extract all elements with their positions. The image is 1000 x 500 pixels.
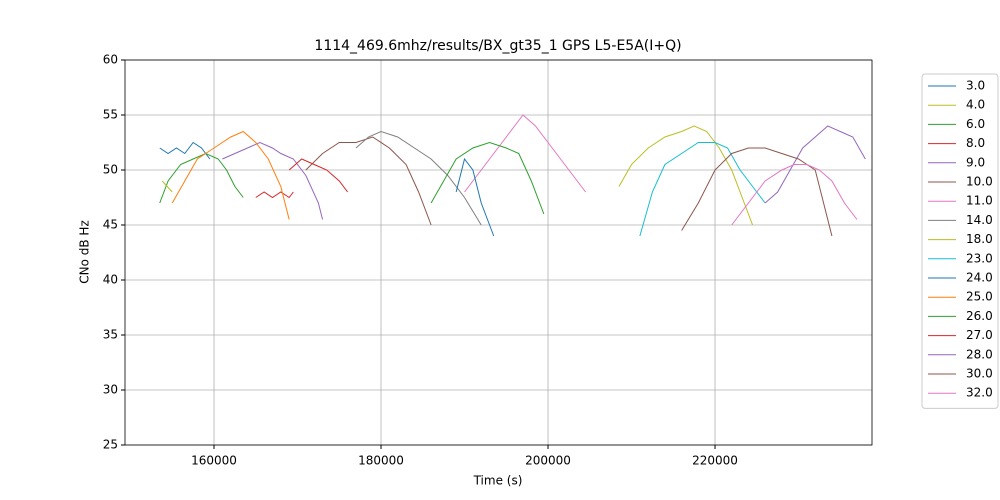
legend-label: 11.0 [966, 194, 993, 208]
series-line [355, 130, 482, 226]
x-tick-label: 220000 [692, 454, 738, 468]
series-line [161, 180, 173, 193]
y-tick-label: 55 [103, 108, 118, 122]
legend-label: 3.0 [966, 79, 985, 93]
legend-label: 23.0 [966, 251, 993, 265]
plot-frame [124, 59, 873, 446]
series-line [618, 125, 754, 226]
legend-label: 4.0 [966, 98, 985, 112]
x-tick-label: 160000 [191, 454, 237, 468]
series-line [171, 130, 290, 220]
legend-label: 14.0 [966, 213, 993, 227]
series-line [455, 157, 495, 237]
y-tick-label: 60 [103, 53, 118, 67]
series-line [639, 142, 766, 237]
series-line [764, 125, 866, 204]
legend-label: 18.0 [966, 232, 993, 246]
series-line [159, 152, 244, 204]
series-line [255, 191, 294, 199]
x-tick-label: 200000 [525, 454, 571, 468]
series-line [305, 136, 432, 226]
legend-frame [921, 73, 999, 409]
legend-label: 9.0 [966, 155, 985, 169]
y-tick-label: 25 [103, 438, 118, 452]
x-tick-label: 180000 [358, 454, 404, 468]
y-tick-label: 50 [103, 163, 118, 177]
y-tick-label: 30 [103, 383, 118, 397]
legend-label: 27.0 [966, 328, 993, 342]
legend-label: 8.0 [966, 136, 985, 150]
legend-label: 24.0 [966, 271, 993, 285]
legend-label: 25.0 [966, 290, 993, 304]
x-axis-label: Time (s) [473, 474, 523, 488]
series-line [464, 114, 586, 193]
legend-label: 10.0 [966, 175, 993, 189]
legend-label: 6.0 [966, 117, 985, 131]
legend-label: 30.0 [966, 367, 993, 381]
legend-label: 28.0 [966, 347, 993, 361]
series-line [430, 141, 545, 215]
series-line [288, 158, 349, 193]
y-tick-label: 40 [103, 273, 118, 287]
legend-label: 26.0 [966, 309, 993, 323]
y-axis-label: CNo dB Hz [78, 220, 92, 284]
y-tick-label: 35 [103, 328, 118, 342]
series-line [731, 164, 858, 226]
legend: 3.0 4.0 6.0 8.0 9.0 10.0 11.0 14.0 18.0 23.0 24.0 2… [921, 73, 999, 409]
chart-title: 1114_469.6mhz/results/BX_gt35_1 GPS L5-E… [314, 38, 681, 54]
y-tick-label: 45 [103, 218, 118, 232]
series-line [222, 141, 324, 220]
legend-label: 32.0 [966, 386, 993, 400]
series-line [159, 141, 211, 160]
